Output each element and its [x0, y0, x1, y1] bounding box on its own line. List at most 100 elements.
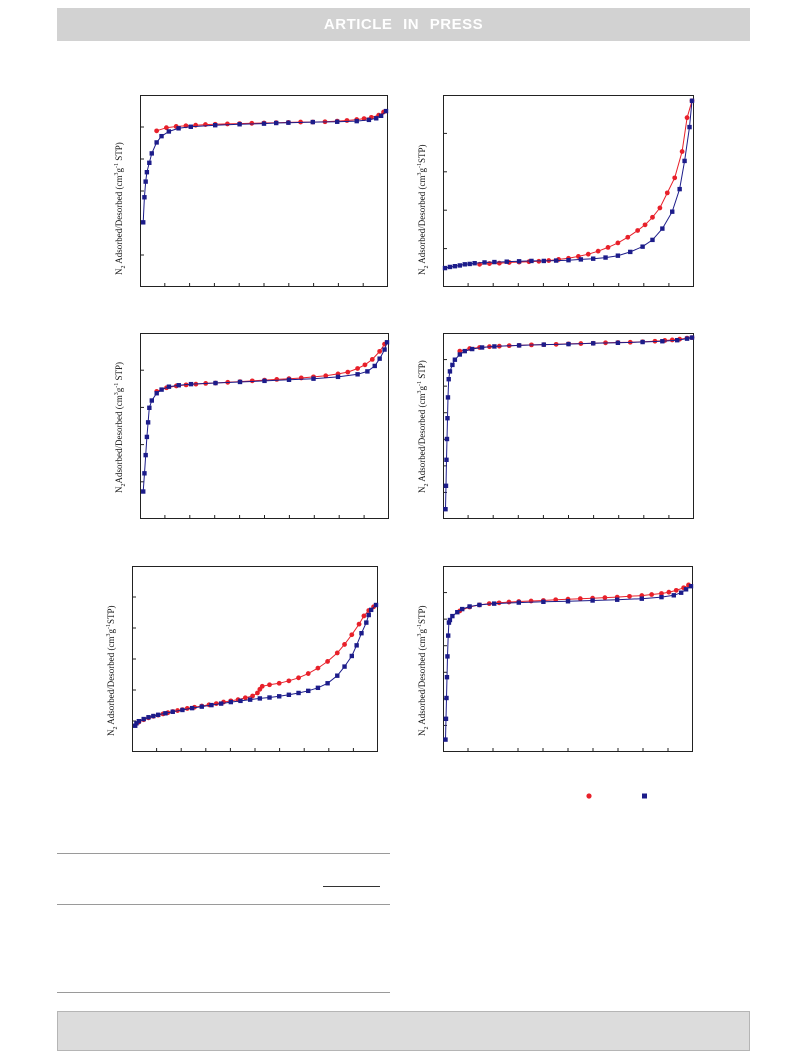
desorption-point: [659, 594, 664, 600]
desorption-point: [374, 116, 379, 121]
desorption-point: [189, 705, 195, 711]
desorption-point: [274, 120, 279, 126]
isotherm-plot: [443, 333, 695, 519]
desorption-point: [237, 379, 243, 385]
desorption-point: [566, 257, 571, 263]
adsorption-point: [355, 366, 360, 371]
desorption-point: [156, 712, 161, 718]
desorption-point: [163, 711, 168, 716]
citation-footer-box: [57, 1011, 750, 1051]
desorption-line: [142, 342, 388, 492]
desorption-point: [335, 119, 340, 124]
desorption-point: [683, 587, 689, 592]
adsorption-point: [274, 377, 280, 382]
desorption-point: [492, 601, 497, 606]
desorption-point: [377, 356, 382, 361]
adsorption-point: [225, 121, 230, 127]
desorption-point: [457, 263, 463, 268]
desorption-point: [310, 119, 315, 125]
desorption-point: [482, 260, 487, 265]
desorption-point: [615, 340, 621, 345]
desorption-point: [228, 699, 233, 705]
plot-frame: [140, 333, 389, 519]
desorption-point: [442, 265, 448, 271]
isotherm-panel-d: N2 Adsorbed/Desorbed (cm3g-1 STP): [417, 333, 695, 519]
adsorption-point: [286, 678, 292, 684]
desorption-point: [516, 343, 522, 348]
y-axis-label: N2Adsorbed/Desorbed (cm3g-1 STP): [114, 362, 127, 493]
desorption-point: [660, 226, 665, 231]
isotherm-plot: [442, 95, 695, 287]
desorption-point: [154, 391, 159, 396]
desorption-point: [154, 140, 159, 145]
desorption-point: [149, 151, 154, 156]
desorption-point: [674, 338, 680, 343]
table-bottom-rule: [57, 992, 390, 993]
desorption-point: [460, 606, 465, 612]
adsorption-point: [672, 175, 678, 181]
desorption-point: [444, 436, 450, 442]
desorption-point: [141, 489, 146, 494]
desorption-point: [628, 249, 633, 255]
desorption-point: [145, 420, 151, 425]
desorption-point: [277, 694, 282, 699]
desorption-point: [188, 381, 194, 387]
desorption-point: [591, 341, 596, 346]
adsorption-point: [684, 115, 690, 121]
adsorption-point: [250, 693, 255, 699]
table-top-rule: [57, 853, 390, 854]
desorption-point: [578, 257, 584, 262]
desorption-point: [325, 681, 330, 686]
adsorption-point: [577, 596, 583, 602]
desorption-point: [445, 633, 451, 638]
desorption-point: [257, 696, 263, 701]
desorption-point: [199, 704, 204, 709]
adsorption-point: [334, 650, 340, 656]
desorption-point: [218, 701, 224, 706]
desorption-point: [143, 179, 148, 184]
desorption-point: [689, 98, 695, 103]
desorption-point: [446, 620, 452, 625]
desorption-point: [286, 120, 291, 125]
desorption-point: [262, 378, 267, 384]
table-header-rule: [57, 904, 390, 905]
desorption-point: [650, 237, 655, 243]
desorption-point: [147, 160, 152, 165]
isotherm-panel-a: N2 Adsorbed/Desorbed (cm3g-1 STP): [114, 95, 389, 287]
desorption-point: [368, 607, 374, 613]
adsorption-point: [659, 591, 664, 596]
y-axis-label: N2 Adsorbed/Desorbed (cm3g-1STP): [106, 605, 119, 737]
desorption-point: [144, 170, 150, 175]
isotherm-panel-b: N2 Adsorbed/Desorbed (cm3g-1STP): [417, 95, 695, 287]
desorption-point: [136, 718, 142, 724]
adsorption-line: [479, 100, 693, 265]
adsorption-point: [669, 337, 675, 343]
desorption-point: [566, 341, 571, 347]
plot-frame: [443, 333, 694, 519]
desorption-point: [689, 335, 695, 340]
adsorption-point: [666, 589, 672, 595]
adsorption-point: [361, 613, 367, 619]
desorption-point: [209, 702, 214, 708]
adsorption-point: [259, 683, 265, 689]
desorption-point: [365, 369, 370, 374]
desorption-line: [444, 100, 693, 269]
desorption-point: [443, 737, 448, 742]
adsorption-point: [345, 369, 351, 375]
y-axis-label: N2 Adsorbed/Desorbed (cm3g-1STP): [417, 144, 430, 276]
y-axis-label: N2 Adsorbed/Desorbed (cm3g-1 STP): [114, 142, 127, 275]
desorption-point: [477, 602, 482, 608]
desorption-point: [446, 377, 451, 382]
desorption-point: [213, 380, 218, 386]
desorption-point: [492, 259, 497, 265]
desorption-point: [688, 584, 694, 589]
desorption-point: [364, 620, 369, 625]
desorption-point: [671, 593, 676, 598]
adsorption-point: [362, 362, 368, 368]
adsorption-point: [649, 592, 655, 597]
adsorption-point: [642, 222, 648, 228]
desorption-point: [445, 395, 451, 400]
y-axis-label: N2 Adsorbed/Desorbed (cm3g-1STP): [417, 605, 430, 737]
desorption-point: [660, 339, 665, 344]
adsorption-line: [138, 606, 374, 723]
